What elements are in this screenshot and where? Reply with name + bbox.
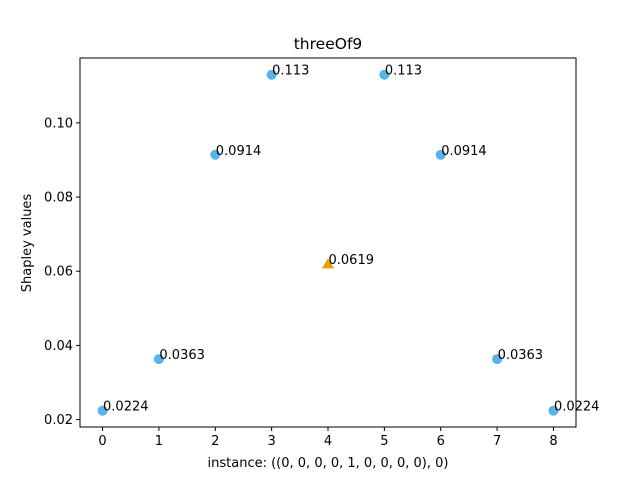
x-axis: 0 1 2 3 4 5 6 7 8 [98,427,558,449]
y-axis: 0.02 0.04 0.06 0.08 0.10 [44,116,80,428]
plot-area-frame [79,57,577,428]
data-point [266,69,277,80]
x-tick-label: 6 [437,434,445,449]
x-tick-label: 0 [98,434,106,449]
y-tick-label: 0.10 [44,116,73,131]
data-label: 0.0224 [103,400,149,415]
y-tick-label: 0.06 [44,265,73,280]
data-label: 0.113 [272,64,309,79]
x-tick-label: 4 [324,434,332,449]
y-axis-label: Shapley values [20,194,35,293]
data-point [153,354,164,365]
data-point [210,149,221,160]
data-point [379,69,390,80]
data-point [548,405,559,416]
x-tick-label: 2 [211,434,219,449]
x-axis-label: instance: ((0, 0, 0, 0, 1, 0, 0, 0, 0), … [208,456,449,471]
data-label: 0.0619 [329,253,375,268]
x-tick-label: 8 [549,434,557,449]
data-label: 0.0363 [159,348,205,363]
x-tick-label: 3 [267,434,275,449]
y-tick-label: 0.08 [44,191,73,206]
data-point [97,405,108,416]
data-point-highlight [322,258,334,269]
data-label: 0.113 [385,64,422,79]
chart-title: threeOf9 [294,35,363,53]
data-label: 0.0914 [216,144,261,159]
data-point [435,149,446,160]
x-tick-label: 1 [155,434,163,449]
data-point [492,354,503,365]
data-label: 0.0224 [554,400,600,415]
y-tick-label: 0.02 [44,413,73,428]
x-tick-label: 5 [380,434,388,449]
data-label: 0.0914 [441,144,487,159]
y-tick-label: 0.04 [44,339,73,354]
data-points [97,69,559,416]
data-label: 0.0363 [498,348,544,363]
x-tick-label: 7 [493,434,501,449]
data-labels: 0.0224 0.0363 0.0914 0.113 0.0619 0.113 0.0914… [103,64,599,415]
